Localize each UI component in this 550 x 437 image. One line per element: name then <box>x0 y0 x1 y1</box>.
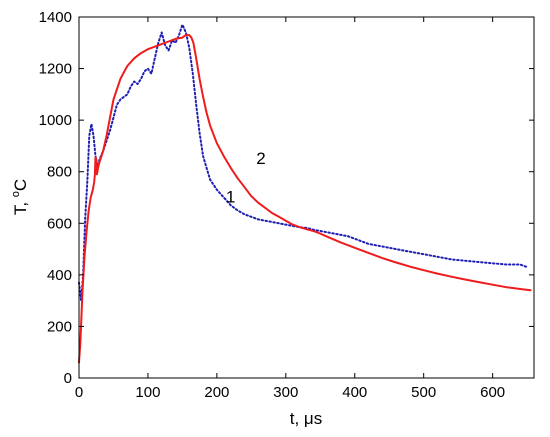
curve-label-1: 1 <box>226 188 235 207</box>
series-layer <box>78 23 532 364</box>
y-tick-label: 400 <box>47 267 72 284</box>
x-axis-label: t, μs <box>290 409 322 428</box>
annotation-layer: 12 <box>226 149 266 207</box>
series-2 <box>78 34 532 364</box>
y-axis-label: T, oC <box>10 179 30 215</box>
y-tick-label: 0 <box>64 370 72 387</box>
x-tick-label: 300 <box>273 384 298 401</box>
y-axis-label-degree: o <box>10 191 22 197</box>
y-tick-label: 600 <box>47 215 72 232</box>
series-1-line <box>78 23 529 302</box>
x-tick-label: 600 <box>480 384 505 401</box>
x-tick-label: 500 <box>411 384 436 401</box>
plot-area <box>79 17 534 378</box>
plot-frame <box>78 16 535 379</box>
y-axis-label-main: T, <box>11 197 30 215</box>
tick-layer: 0 100 200 300 400 500 600 0 200 400 600 800 1000 1200… <box>39 9 534 401</box>
y-tick-label: 800 <box>47 164 72 181</box>
y-tick-label: 1200 <box>39 61 72 78</box>
x-tick-label: 200 <box>204 384 229 401</box>
y-tick-label: 200 <box>47 318 72 335</box>
curve-label-2: 2 <box>256 149 265 168</box>
y-tick-label: 1000 <box>39 112 72 129</box>
x-tick-label: 400 <box>342 384 367 401</box>
series-2-line <box>78 34 532 364</box>
y-axis-label-unit: C <box>11 179 30 191</box>
y-tick-label: 1400 <box>39 9 72 26</box>
series-1 <box>78 23 529 302</box>
x-tick-label: 0 <box>75 384 83 401</box>
x-tick-label: 100 <box>135 384 160 401</box>
